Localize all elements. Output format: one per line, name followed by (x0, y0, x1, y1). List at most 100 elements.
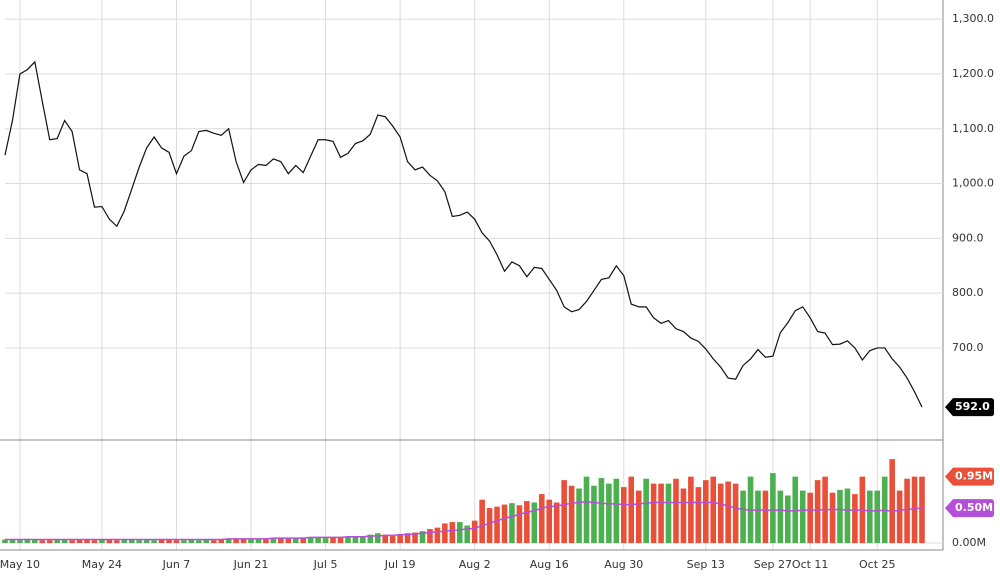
x-tick-label: Sep 27 (754, 558, 792, 571)
volume-bar (374, 533, 381, 544)
volume-bar (9, 539, 16, 544)
volume-tag-bg (945, 467, 994, 486)
volume-bar (471, 520, 478, 544)
volume-bar (814, 480, 821, 544)
volume-bar (121, 539, 128, 544)
volume-bar (240, 539, 247, 544)
volume-bar (531, 502, 538, 544)
volume-bar (792, 476, 799, 544)
volume-bar (509, 503, 515, 544)
volume-bar (904, 478, 910, 544)
y-tick-label: 0.00M (952, 536, 986, 549)
volume-bar (412, 532, 418, 544)
volume-bar (39, 540, 46, 544)
price-tag: 592.0 (955, 400, 990, 413)
volume-bar (852, 494, 858, 544)
volume-bar (732, 483, 739, 544)
volume-bar (837, 489, 843, 544)
x-tick-label: Sep 13 (687, 558, 725, 571)
volume-bar (218, 539, 225, 544)
volume-bar (360, 536, 366, 544)
volume-bar (2, 539, 8, 544)
x-tick-label: Aug 30 (604, 558, 643, 571)
volume-bar (688, 476, 694, 544)
volume-bar (255, 538, 262, 544)
volume-bar (524, 501, 530, 544)
volume-bar (464, 525, 471, 544)
volume-bar (620, 487, 627, 544)
volume-bar (702, 480, 709, 544)
volume-bar (196, 540, 202, 544)
x-tick-label: Oct 11 (792, 558, 829, 571)
volume-bar (337, 536, 344, 544)
volume-bar (538, 494, 545, 544)
volume-bar (561, 480, 567, 544)
volume-bar (725, 481, 731, 544)
volume-bar (665, 483, 672, 544)
volume-bar (717, 483, 724, 544)
x-tick-label: Jun 21 (233, 558, 269, 571)
volume-bar (315, 537, 321, 544)
volume-bar (546, 499, 553, 544)
moving-average-line (5, 501, 923, 541)
volume-bar (404, 533, 411, 544)
volume-bar (181, 540, 187, 544)
y-tick-label: 700.0 (952, 341, 984, 354)
volume-bar (84, 539, 90, 544)
x-tick-label: Jun 7 (162, 558, 191, 571)
volume-bar (427, 529, 433, 544)
volume-bar (24, 538, 31, 544)
volume-bar (829, 492, 836, 544)
volume-bar (136, 540, 142, 544)
volume-bar (210, 540, 217, 544)
volume-bar (695, 487, 702, 544)
volume-bar (650, 483, 657, 544)
volume-bar (777, 490, 784, 544)
volume-bar (635, 490, 642, 544)
price-line (4, 60, 923, 408)
y-tick-label: 1,000.0 (952, 177, 994, 190)
volume-bar (367, 534, 374, 544)
volume-bar (292, 538, 299, 544)
volume-bar (322, 538, 329, 544)
volume-bar (143, 539, 150, 544)
y-tick-label: 1,200.0 (952, 67, 994, 80)
x-tick-label: May 24 (82, 558, 122, 571)
x-tick-label: Jul 19 (384, 558, 416, 571)
volume-bar (740, 490, 746, 544)
volume-bar (568, 485, 575, 544)
volume-bar (643, 478, 649, 544)
volume-bar (32, 539, 38, 544)
volume-bar (46, 540, 53, 544)
volume-bar (397, 534, 403, 544)
volume-bar (613, 478, 620, 544)
volume-bar (919, 476, 925, 544)
volume-bar (658, 483, 664, 544)
volume-bar (188, 539, 195, 544)
volume-bar (76, 539, 83, 544)
volume-bar (151, 540, 157, 544)
volume-bar (434, 527, 441, 544)
volume-bar (114, 540, 120, 544)
y-tick-label: 800.0 (952, 286, 984, 299)
volume-bar (710, 476, 717, 544)
volume-bar (203, 539, 210, 544)
volume-bar (807, 492, 813, 544)
volume-bar (479, 499, 485, 544)
x-tick-label: Aug 2 (459, 558, 491, 571)
y-tick-label: 1,300.0 (952, 12, 994, 25)
volume-bar (867, 490, 873, 544)
volume-bar (345, 537, 351, 544)
volume-bar (389, 536, 396, 544)
volume-bar (382, 534, 389, 544)
volume-bar (225, 539, 232, 544)
volume-bar (158, 539, 165, 544)
volume-bar (330, 537, 336, 544)
volume-bar (54, 539, 60, 544)
price-tag-bg (945, 398, 994, 417)
volume-bar (300, 538, 307, 544)
average-tag-bg (945, 499, 994, 518)
volume-bar (128, 539, 135, 544)
